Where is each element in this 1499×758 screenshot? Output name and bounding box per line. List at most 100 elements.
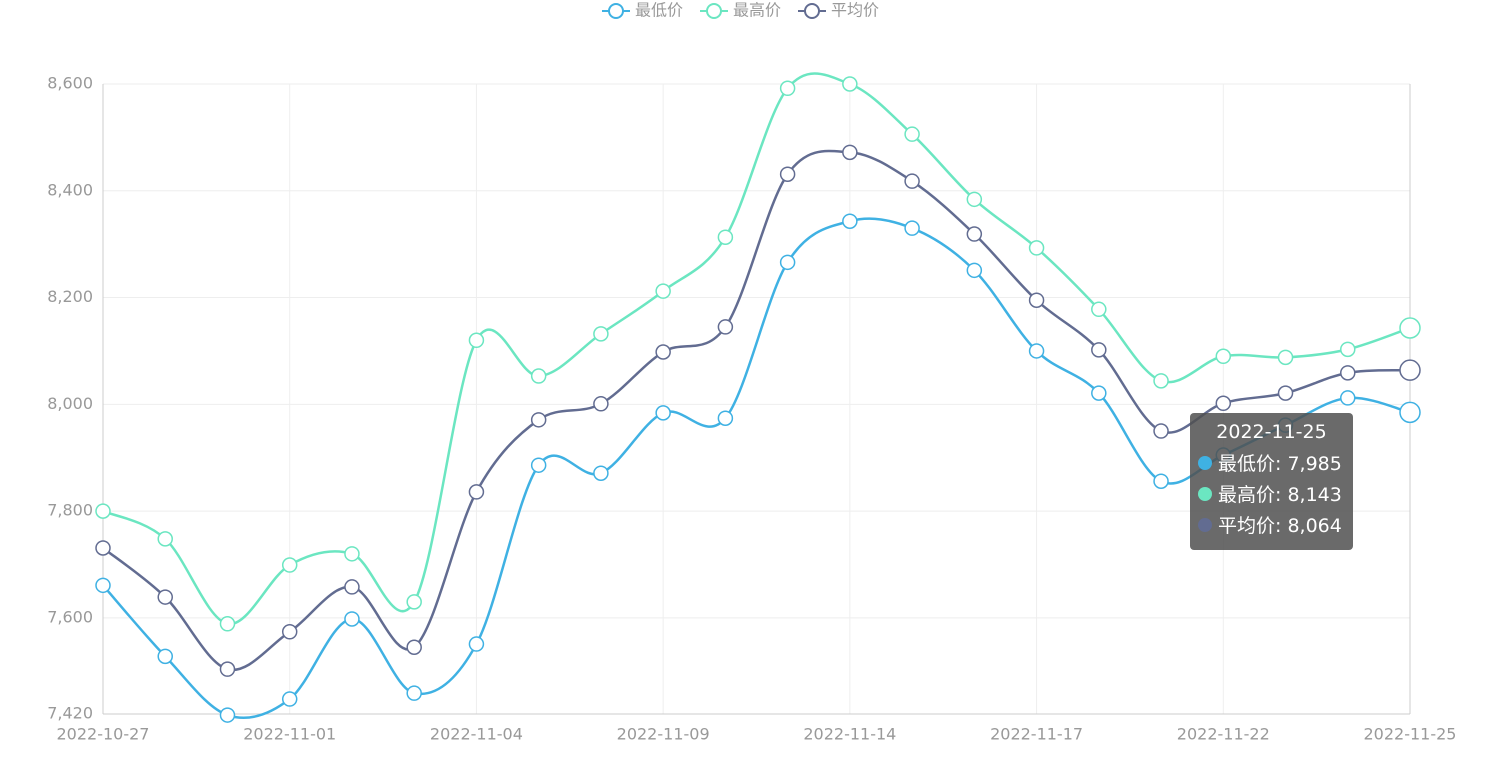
x-tick-label: 2022-11-09 <box>617 725 710 744</box>
point <box>717 410 734 426</box>
point <box>904 126 920 142</box>
point <box>344 579 360 595</box>
tooltip-dot <box>1198 486 1212 501</box>
point <box>157 589 173 605</box>
point <box>717 229 734 245</box>
y-tick-label: 7,800 <box>47 501 93 520</box>
point <box>95 577 111 594</box>
point <box>655 344 671 360</box>
point <box>157 648 173 665</box>
point <box>219 661 236 677</box>
point <box>1399 359 1421 381</box>
point <box>1153 373 1169 389</box>
y-tick-label: 8,600 <box>47 74 93 93</box>
point <box>1340 365 1356 381</box>
y-tick-label: 7,420 <box>47 704 93 723</box>
legend-icon <box>706 3 722 19</box>
point <box>157 531 173 547</box>
y-tick-label: 8,400 <box>47 180 93 199</box>
point <box>281 624 298 640</box>
point <box>406 639 422 656</box>
tooltip-title: 2022-11-25 <box>1216 421 1327 443</box>
point <box>655 283 671 299</box>
point <box>1153 473 1169 489</box>
tooltip-dot <box>1198 455 1212 470</box>
tooltip-row: 最高价: 8,143 <box>1198 478 1353 509</box>
point <box>1028 292 1045 308</box>
point <box>779 80 796 97</box>
point <box>281 691 298 707</box>
point <box>904 220 920 236</box>
point <box>593 465 609 481</box>
point <box>1277 349 1294 366</box>
line <box>102 149 1411 672</box>
point <box>468 636 485 652</box>
point <box>1399 401 1421 424</box>
point <box>966 226 983 242</box>
x-tick-label: 2022-10-27 <box>57 725 150 744</box>
point <box>1340 341 1356 358</box>
tooltip-text: 最低价: 7,985 <box>1218 453 1342 475</box>
tooltip-text: 最高价: 8,143 <box>1218 484 1342 506</box>
point <box>281 557 298 573</box>
tooltip-row: 平均价: 8,064 <box>1198 509 1353 540</box>
point <box>1091 301 1107 318</box>
point <box>344 546 360 562</box>
point <box>1399 317 1421 339</box>
legend-label: 平均价 <box>831 1 879 20</box>
point <box>1091 385 1107 401</box>
point <box>842 213 858 229</box>
x-tick-label: 2022-11-14 <box>803 725 896 744</box>
x-tick-label: 2022-11-01 <box>243 725 336 744</box>
y-tick-label: 7,600 <box>47 607 93 626</box>
point <box>1028 240 1045 256</box>
tooltip-text: 平均价: 8,064 <box>1218 515 1342 537</box>
legend-label: 最低价 <box>635 1 683 20</box>
point <box>95 540 111 556</box>
point <box>593 396 609 412</box>
x-tick-label: 2022-11-04 <box>430 725 523 744</box>
x-tick-label: 2022-11-25 <box>1364 725 1457 744</box>
point <box>779 166 796 182</box>
point <box>966 191 983 208</box>
point <box>1091 342 1107 358</box>
legend-label: 最高价 <box>733 1 781 20</box>
point <box>219 707 236 723</box>
point <box>468 332 485 349</box>
y-tick-label: 8,200 <box>47 287 93 306</box>
point <box>1277 385 1294 401</box>
tooltip: 2022-11-25 最低价: 7,985 最高价: 8,143 平均价: 8,06… <box>1190 413 1353 550</box>
legend-icon <box>804 3 820 19</box>
x-tick-label: 2022-11-17 <box>990 725 1083 744</box>
y-tick-label: 8,000 <box>47 394 93 413</box>
point <box>842 144 858 161</box>
point <box>779 254 796 271</box>
point <box>530 457 547 473</box>
point <box>344 611 360 627</box>
point <box>593 326 609 342</box>
point <box>1340 390 1356 406</box>
point <box>842 76 858 92</box>
tooltip-dot <box>1198 517 1212 532</box>
point <box>904 173 920 189</box>
x-tick-label: 2022-11-22 <box>1177 725 1270 744</box>
point <box>406 594 422 610</box>
point <box>219 616 236 632</box>
legend-icon <box>608 3 624 19</box>
point <box>530 368 547 384</box>
point <box>1028 343 1045 359</box>
point <box>966 262 983 279</box>
tooltip-row: 最低价: 7,985 <box>1198 447 1353 478</box>
point <box>655 405 671 421</box>
point <box>717 319 734 335</box>
point <box>1215 395 1232 412</box>
point <box>530 412 547 428</box>
point <box>468 484 485 500</box>
point <box>1215 348 1232 365</box>
point <box>406 685 422 701</box>
point <box>1153 423 1169 439</box>
point <box>95 503 111 519</box>
